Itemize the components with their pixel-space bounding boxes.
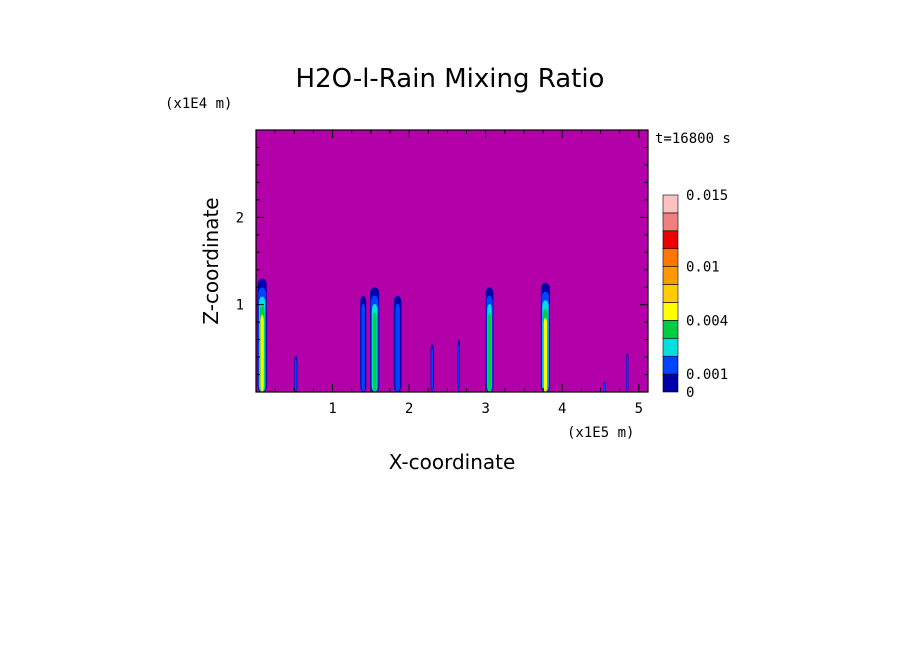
contour-band: [395, 303, 400, 392]
colorbar-label: 0.01: [686, 260, 720, 276]
y-axis: 12: [236, 129, 648, 393]
colorbar-band: [662, 284, 679, 303]
plot-area: [255, 129, 649, 393]
colorbar-label: 0.015: [686, 188, 728, 204]
colorbar-band: [662, 230, 679, 250]
contour-band: [487, 312, 492, 392]
y-tick-label: 2: [236, 210, 244, 226]
y-axis-label: Z-coordinate: [199, 197, 223, 324]
x-axis: 1 2 3 4 5: [255, 130, 643, 417]
rain-cell: [257, 278, 267, 392]
rain-cell: [294, 355, 298, 392]
colorbar: 0 0.001 0.004 0.01 0.015: [662, 188, 728, 401]
colorbar-band: [662, 212, 679, 232]
plot-background: [256, 130, 648, 392]
colorbar-band: [662, 194, 679, 214]
rain-cell: [393, 295, 402, 392]
x-axis-label: X-coordinate: [389, 450, 516, 474]
rain-cell: [540, 282, 550, 392]
rain-cell: [603, 381, 606, 392]
contour-band: [260, 314, 264, 392]
contour-band: [361, 303, 366, 392]
y-tick-label: 1: [236, 298, 244, 314]
rain-cell: [626, 352, 629, 392]
colorbar-label: 0.004: [686, 313, 728, 329]
rain-cell: [485, 287, 494, 392]
contour-band: [372, 312, 377, 392]
y-unit-label: (x1E4 m): [165, 96, 232, 112]
contour-band: [294, 358, 297, 392]
x-tick-label: 4: [558, 401, 566, 417]
contour-band: [543, 317, 548, 392]
chart-title: H2O-l-Rain Mixing Ratio: [296, 64, 605, 94]
x-unit-label: (x1E5 m): [567, 425, 634, 441]
time-label: t=16800 s: [655, 131, 731, 147]
colorbar-band: [662, 355, 679, 375]
x-tick-label: 2: [405, 401, 413, 417]
colorbar-label: 0: [686, 385, 694, 401]
x-tick-label: 5: [635, 401, 643, 417]
rain-cell: [370, 287, 380, 392]
rain-cell: [457, 339, 461, 392]
rain-cell: [430, 343, 434, 392]
x-tick-label: 1: [328, 401, 336, 417]
x-tick-label: 3: [481, 401, 489, 417]
plot-frame: [255, 129, 649, 393]
contour-band: [626, 355, 629, 392]
contour-band: [431, 347, 434, 392]
colorbar-band: [662, 302, 679, 321]
colorbar-band: [662, 248, 679, 267]
rain-cell: [360, 295, 367, 392]
colorbar-label: 0.001: [686, 367, 728, 383]
rain-cells: [257, 278, 629, 392]
colorbar-band: [662, 320, 679, 339]
colorbar-band: [662, 337, 679, 357]
colorbar-band: [662, 266, 679, 285]
colorbar-band: [662, 373, 679, 393]
contour-band: [458, 343, 460, 392]
contour-band: [603, 382, 606, 392]
